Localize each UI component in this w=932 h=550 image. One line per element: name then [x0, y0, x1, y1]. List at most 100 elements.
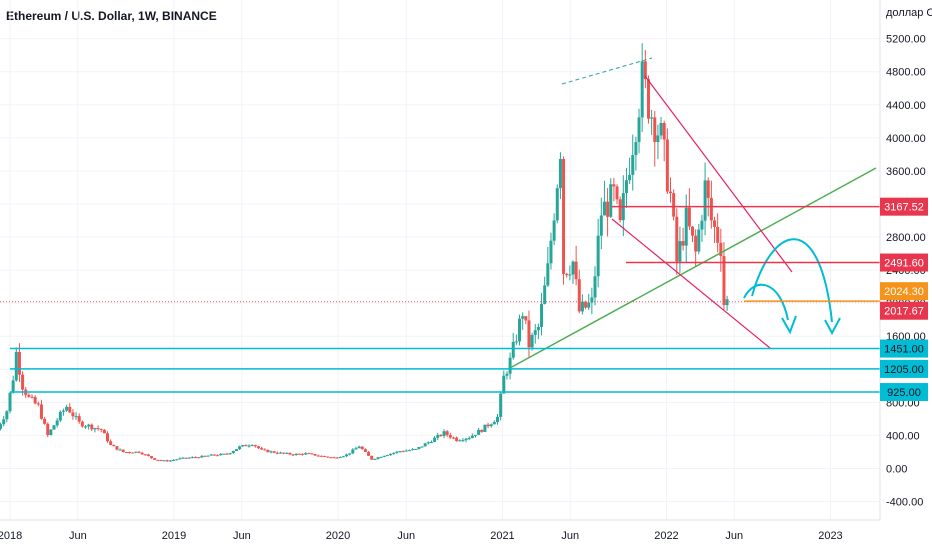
x-tick-label: 2022: [654, 530, 678, 542]
candle-body: [709, 197, 713, 221]
candle-body: [577, 279, 581, 312]
candle-body: [222, 453, 226, 455]
candle-body: [65, 406, 69, 411]
candle-body: [134, 451, 138, 453]
candle-body: [121, 449, 125, 452]
candle-body: [68, 406, 72, 413]
price-badge: [880, 383, 928, 402]
candle-body: [646, 79, 650, 119]
candle-body: [197, 457, 201, 459]
candle-body: [678, 241, 682, 262]
candle-body: [662, 123, 666, 140]
candle-body: [665, 139, 669, 192]
candle-body: [389, 453, 393, 456]
candle-body: [184, 457, 188, 459]
candle-body: [681, 241, 685, 246]
candle-body: [580, 301, 584, 312]
candle-body: [250, 445, 254, 447]
candle-body: [209, 454, 213, 456]
candle-body: [225, 453, 229, 455]
y-tick-label: 4800.00: [886, 67, 926, 79]
candle-body: [247, 445, 251, 447]
price-badge: [880, 359, 928, 378]
candle-body: [234, 449, 238, 452]
candle-body: [631, 155, 635, 175]
candle-body: [131, 452, 135, 454]
price-badge: [880, 253, 928, 272]
candle-body: [392, 452, 396, 454]
candle-body: [351, 449, 355, 454]
channel-lower-line: [611, 218, 771, 349]
candle-body: [640, 61, 644, 118]
candle-body: [71, 412, 75, 417]
candle-body: [244, 445, 248, 447]
candle-body: [341, 456, 345, 458]
candle-body: [455, 437, 459, 441]
price-badge: [880, 339, 928, 358]
candle-body: [543, 285, 547, 304]
currency-label: доллар США: [886, 7, 932, 19]
candle-body: [115, 446, 119, 450]
candle-body: [319, 455, 323, 457]
candle-body: [414, 448, 418, 450]
candle-body: [33, 397, 37, 404]
candle-body: [436, 434, 440, 438]
dashed-top-line: [561, 57, 653, 85]
candle-body: [445, 431, 449, 435]
candle-body: [87, 424, 91, 427]
x-tick-label: Jun: [397, 530, 415, 542]
candle-body: [269, 451, 273, 453]
price-badge-label: 1205.00: [884, 364, 924, 376]
candle-body: [165, 460, 169, 462]
candle-body: [17, 351, 21, 375]
candle-body: [411, 449, 415, 451]
candle-body: [294, 453, 298, 456]
candle-body: [357, 446, 361, 449]
candle-body: [2, 419, 6, 425]
grid: [0, 0, 880, 520]
candle-body: [609, 184, 613, 217]
candle-body: [448, 434, 452, 438]
candle-body: [80, 421, 84, 427]
chart-title: Ethereum / U.S. Dollar, 1W, BINANCE: [6, 9, 217, 23]
candle-body: [590, 297, 594, 303]
candle-body: [379, 456, 383, 458]
candle-body: [473, 434, 477, 436]
candle-body: [694, 235, 698, 252]
candle-body: [36, 403, 40, 405]
price-badge-label: 2491.60: [884, 258, 924, 270]
candle-body: [568, 274, 572, 276]
candle-body: [376, 457, 380, 459]
candle-body: [263, 449, 267, 451]
y-tick-label: 3600.00: [886, 166, 926, 178]
candle-body: [442, 431, 446, 436]
candle-body: [241, 445, 245, 447]
candle-body: [382, 455, 386, 457]
candle-body: [11, 380, 15, 393]
candle-body: [159, 460, 163, 462]
candle-body: [426, 442, 430, 444]
x-tick-label: 2020: [326, 530, 350, 542]
candle-body: [140, 452, 144, 455]
projection-arrow-large: [751, 238, 833, 323]
candle-body: [326, 456, 330, 458]
candle-body: [458, 440, 462, 442]
candle-body: [672, 193, 676, 217]
candle-body: [212, 454, 216, 456]
candle-body: [316, 455, 320, 457]
x-tick-label: 2019: [162, 530, 186, 542]
candle-body: [150, 456, 154, 459]
candle-body: [480, 429, 484, 432]
candle-body: [338, 457, 342, 459]
candle-body: [451, 437, 455, 439]
candle-body: [385, 455, 389, 457]
candle-body: [429, 442, 433, 444]
candle-body: [524, 316, 528, 321]
price-badge-label: 2024.30: [884, 286, 924, 298]
candle-body: [716, 226, 720, 243]
candle-body: [266, 449, 270, 453]
candle-body: [46, 423, 50, 436]
candles: [0, 43, 729, 462]
candle-body: [363, 449, 367, 452]
